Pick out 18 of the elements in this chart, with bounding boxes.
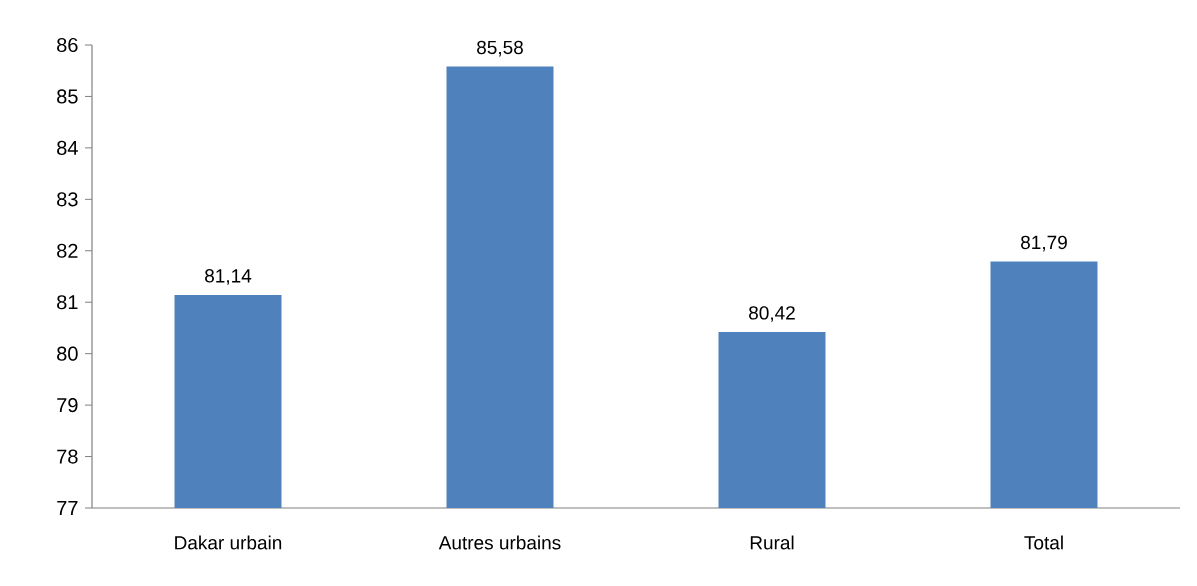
y-tick-label: 81 — [57, 295, 78, 310]
y-tick-label: 86 — [57, 37, 78, 53]
data-label: 85,58 — [477, 40, 523, 57]
y-tick-label: 84 — [57, 140, 78, 155]
y-tick-label: 82 — [57, 243, 78, 258]
x-tick-label: Dakar urbain — [175, 535, 282, 550]
data-label: 81,79 — [1021, 235, 1067, 252]
x-tick-label: Rural — [750, 535, 794, 550]
x-tick-label: Total — [1024, 535, 1063, 550]
data-label: 80,42 — [749, 306, 795, 322]
x-tick-label: Autres urbains — [438, 535, 561, 550]
y-tick-label: 85 — [57, 89, 78, 104]
y-tick-label: 77 — [57, 501, 78, 515]
y-tick-label: 78 — [57, 449, 78, 464]
y-tick-label: 80 — [57, 346, 78, 361]
y-tick-label: 79 — [57, 398, 78, 413]
data-label: 81,14 — [205, 269, 252, 285]
y-tick-label: 83 — [57, 192, 78, 207]
